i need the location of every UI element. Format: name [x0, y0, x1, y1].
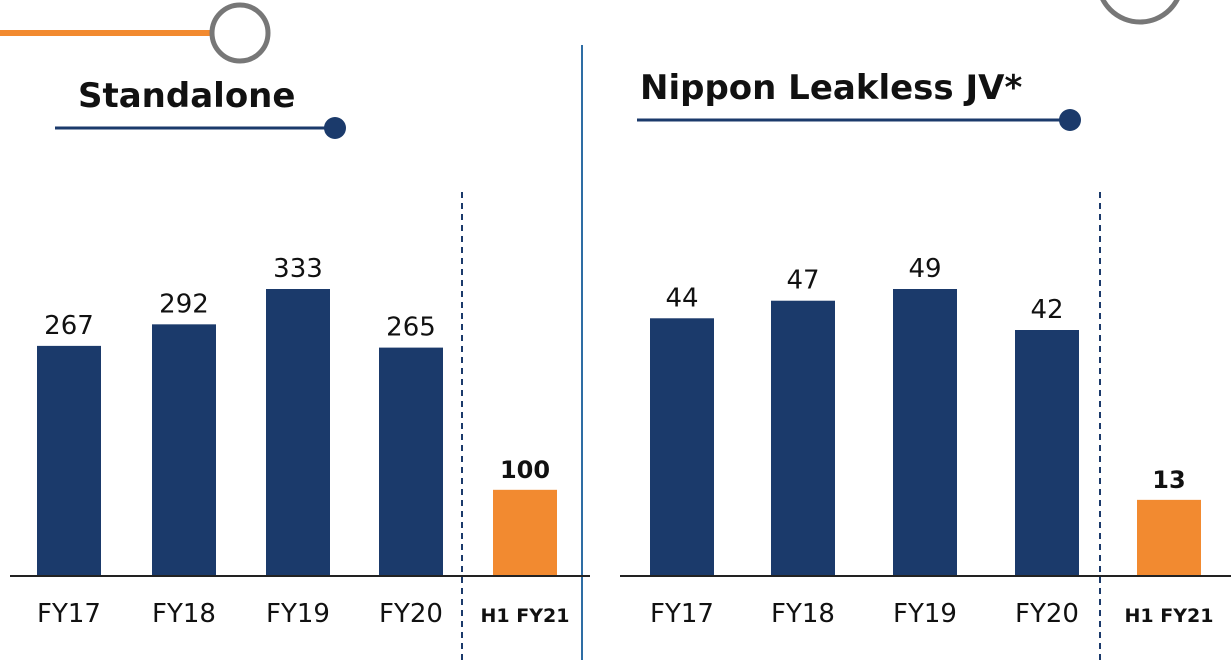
- x-tick-label: FY20: [379, 599, 443, 629]
- chart-jv: Nippon Leakless JV* 44 FY17 47 FY18 49 FY19 42…: [620, 68, 1231, 660]
- data-label: 292: [159, 289, 209, 319]
- data-label: 47: [786, 266, 819, 296]
- data-label: 49: [908, 254, 941, 284]
- data-label: 100: [500, 456, 550, 484]
- x-tick-label: FY20: [1015, 599, 1079, 629]
- bar: [152, 324, 216, 576]
- x-tick-label: FY18: [771, 599, 835, 629]
- x-tick-label: FY19: [266, 599, 330, 629]
- bar: [379, 347, 443, 576]
- bar: [37, 345, 101, 576]
- title-dot: [324, 117, 346, 139]
- bar: [493, 489, 557, 576]
- data-label: 13: [1152, 466, 1185, 494]
- x-tick-label: FY17: [650, 599, 714, 629]
- data-label: 267: [44, 311, 94, 341]
- data-label: 333: [273, 254, 323, 284]
- title-dot: [1059, 109, 1081, 131]
- chart-title: Nippon Leakless JV*: [640, 68, 1022, 108]
- data-label: 42: [1030, 295, 1063, 325]
- x-tick-label: H1 FY21: [1125, 605, 1214, 627]
- x-tick-label: FY18: [152, 599, 216, 629]
- x-tick-label: FY17: [37, 599, 101, 629]
- bar: [771, 300, 835, 576]
- bar: [1137, 499, 1201, 576]
- decor-circle: [1100, 0, 1180, 25]
- bar: [893, 289, 957, 576]
- decor-circle: [209, 2, 271, 64]
- x-tick-label: H1 FY21: [481, 605, 570, 627]
- bar: [650, 318, 714, 576]
- data-label: 44: [665, 283, 698, 313]
- data-label: 265: [386, 313, 436, 343]
- chart-title: Standalone: [78, 76, 295, 116]
- x-tick-label: FY19: [893, 599, 957, 629]
- bar: [1015, 330, 1079, 576]
- bar: [266, 289, 330, 576]
- chart-standalone: Standalone 267 FY17 292 FY18 333 FY19 265 FY20 1…: [10, 76, 590, 660]
